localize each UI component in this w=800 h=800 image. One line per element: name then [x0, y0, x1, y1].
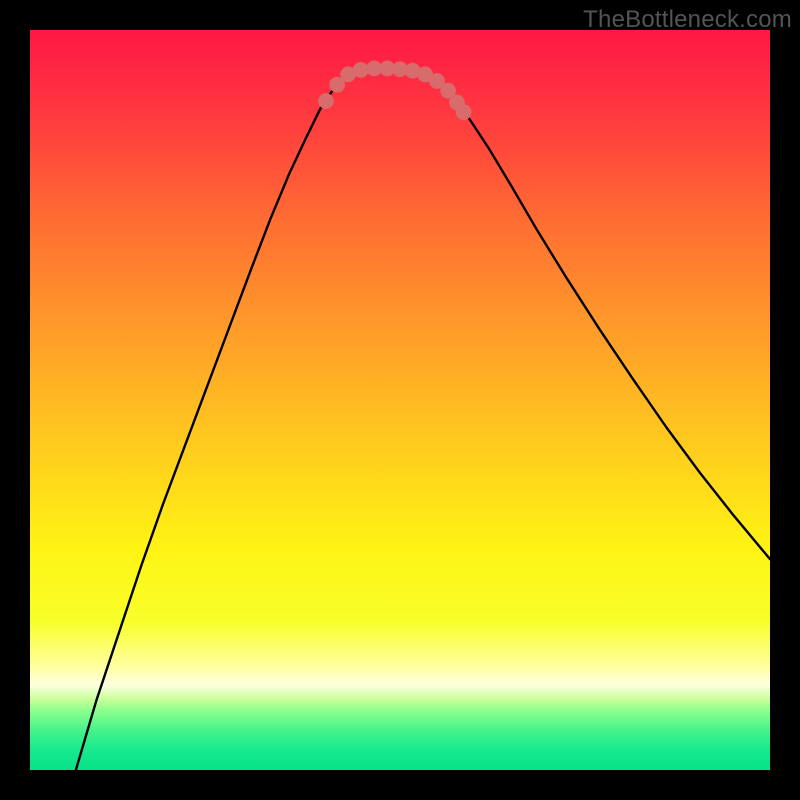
plot-area — [30, 30, 770, 770]
trough-marker — [367, 61, 382, 76]
bottleneck-curve — [76, 68, 770, 770]
trough-marker — [318, 94, 333, 109]
curve-layer — [30, 30, 770, 770]
trough-markers — [318, 61, 471, 120]
watermark-text: TheBottleneck.com — [583, 6, 792, 34]
trough-marker — [456, 105, 471, 120]
chart-frame: TheBottleneck.com — [0, 0, 800, 800]
trough-marker — [353, 62, 368, 77]
